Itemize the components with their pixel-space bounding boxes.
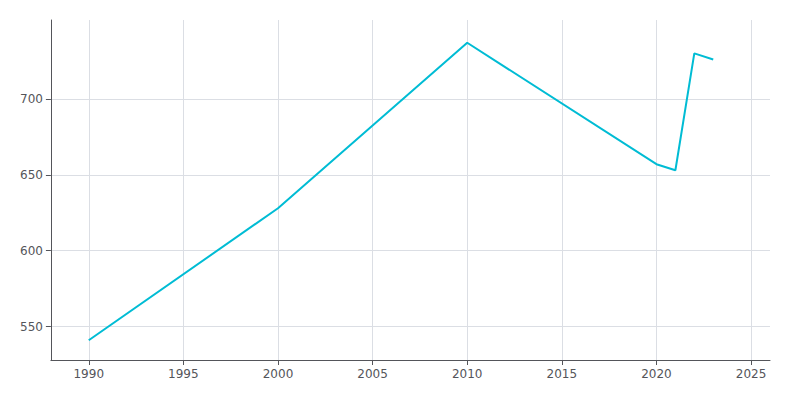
svg-text:600: 600: [20, 244, 43, 258]
svg-text:650: 650: [20, 168, 43, 182]
svg-text:2005: 2005: [357, 367, 388, 381]
svg-text:1995: 1995: [168, 367, 199, 381]
svg-text:2010: 2010: [452, 367, 483, 381]
svg-text:2025: 2025: [736, 367, 767, 381]
svg-text:2020: 2020: [641, 367, 672, 381]
svg-text:2015: 2015: [547, 367, 578, 381]
svg-text:2000: 2000: [263, 367, 294, 381]
svg-text:700: 700: [20, 92, 43, 106]
svg-text:1990: 1990: [73, 367, 104, 381]
svg-text:550: 550: [20, 320, 43, 334]
